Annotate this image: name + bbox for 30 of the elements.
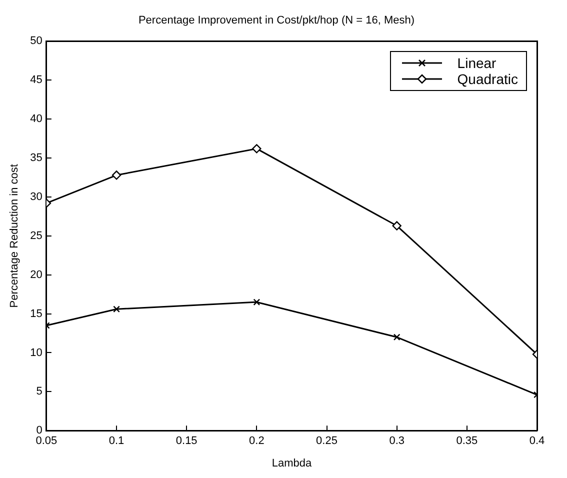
y-tick-label: 0 (36, 424, 42, 437)
legend-label: Linear (457, 55, 496, 72)
y-tick-label: 30 (30, 190, 42, 203)
legend-label: Quadratic (457, 71, 518, 88)
point (393, 334, 400, 341)
x-tick-label: 0.2 (249, 435, 264, 448)
point (253, 298, 260, 306)
y-tick-label: 5 (36, 386, 42, 398)
x-tick-label: 0.35 (456, 435, 478, 448)
x-tick-label: 0.4 (529, 435, 545, 448)
chart-title: Percentage Improvement in Cost/pkt/hop (N = 16, Mesh) (138, 14, 415, 27)
y-tick-label: 50 (30, 35, 42, 48)
y-tick-label: 25 (30, 230, 42, 242)
x-tick-label: 0.1 (108, 435, 124, 448)
y-axis-title: Percentage Reduction in cost (8, 164, 21, 308)
y-tick-label: 15 (30, 308, 42, 320)
y-tick-label: 10 (30, 346, 42, 359)
y-tick-label: 45 (30, 74, 42, 86)
point (112, 170, 122, 180)
x-axis-title: Lambda (272, 457, 312, 470)
x-tick-label: 0.15 (176, 435, 198, 448)
point (113, 306, 120, 313)
x-tick-label: 0.05 (36, 435, 58, 448)
y-tick-label: 40 (30, 113, 42, 126)
x-tick-label: 0.3 (389, 435, 404, 448)
point (392, 221, 402, 230)
y-tick-label: 20 (30, 268, 42, 281)
y-tick-label: 35 (30, 152, 42, 164)
x-tick-label: 0.25 (316, 435, 338, 448)
point (252, 144, 262, 154)
